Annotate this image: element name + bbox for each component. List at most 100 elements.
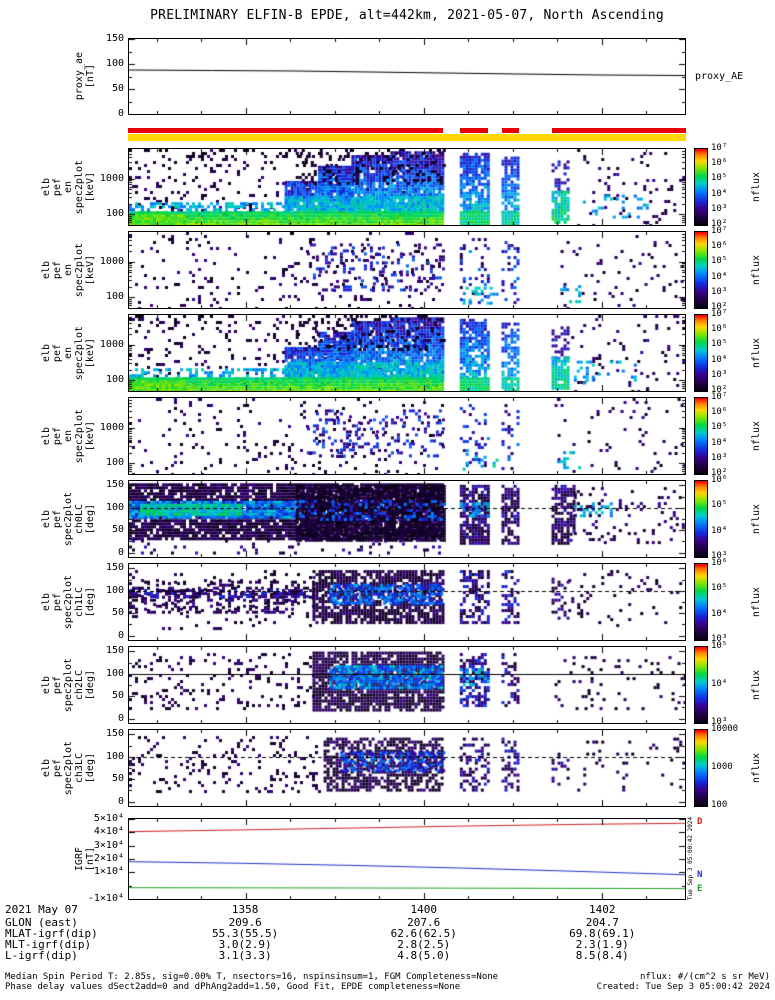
- footer-phase-delay-line: Phase delay values dSect2add=0 and dPhAn…: [5, 982, 461, 992]
- colorbar-tick-label: 10⁷: [711, 309, 728, 319]
- y-tick-label: 1000: [99, 421, 124, 433]
- colorbar-tick-label: 100: [711, 800, 728, 810]
- colorbar-elb_pef_en_spec2plot_d: [694, 397, 708, 475]
- panel-elb_pef_spec2plot_ch3LC: [128, 729, 686, 807]
- info-row-value: 209.6: [228, 916, 262, 929]
- panel-elb_pef_spec2plot_ch1LC: [128, 563, 686, 641]
- panel-elb_pef_spec2plot_ch0LC: [128, 480, 686, 558]
- colorbar-tick-label: 10³: [711, 551, 728, 561]
- colorbar-unit-label: nflux: [751, 503, 762, 535]
- colorbar-tick-label: 10000: [711, 724, 739, 734]
- colorbar-tick-label: 10³: [711, 634, 728, 644]
- info-row-label: MLAT-igrf(dip): [5, 927, 98, 940]
- colorbar-unit-label: nflux: [751, 752, 762, 784]
- y-tick-label: 1000: [99, 338, 124, 350]
- elb_pef_en_spec2plot_c-canvas: [129, 315, 685, 391]
- y-axis-label-line: spec2plot: [74, 159, 85, 215]
- colorbar-tick-label: 10⁷: [711, 392, 728, 402]
- y-axis-label-line: spec2plot: [63, 491, 74, 547]
- footer-nflux-units: nflux: #/(cm^2 s sr MeV): [639, 972, 770, 982]
- igrf-component-label-D: D: [697, 817, 703, 828]
- y-tick-label: 150: [105, 562, 124, 574]
- info-row-value: 3.0(2.9): [218, 938, 272, 951]
- colorbar-tick-label: 10⁴: [711, 608, 728, 619]
- proxy-ae-right-label: proxy_AE: [695, 70, 744, 82]
- y-axis-label-line: pef: [52, 675, 63, 695]
- y-tick-label: 1×10⁴: [93, 866, 124, 878]
- colorbar-unit-label: nflux: [751, 586, 762, 618]
- colorbar-elb_pef_spec2plot_ch1LC: [694, 563, 708, 641]
- elb_pef_en_spec2plot_b-canvas: [129, 232, 685, 308]
- time-tick-label: 1400: [410, 903, 437, 916]
- side-timestamp-vertical: Tue Sep 3 05:00:42 2024: [687, 816, 694, 900]
- colorbar-tick-label: 10⁶: [711, 475, 728, 485]
- y-tick-label: 150: [105, 645, 124, 657]
- colorbar-elb_pef_spec2plot_ch3LC: [694, 729, 708, 807]
- y-axis-label-elb_pef_spec2plot_ch0LC: elb pef spec2plot ch0LC [deg]: [36, 480, 96, 558]
- colorbar-unit-label: nflux: [751, 254, 762, 286]
- plot-title: PRELIMINARY ELFIN-B EPDE, alt=442km, 202…: [150, 8, 664, 23]
- y-axis-label-line: elb: [41, 343, 52, 363]
- y-tick-label: 50: [111, 524, 124, 536]
- colorbar-tick-label: 10³: [711, 203, 728, 214]
- colorbar-tick-label: 10⁶: [711, 241, 728, 252]
- colorbar-tick-label: 10⁶: [711, 158, 728, 169]
- info-row-label: MLT-igrf(dip): [5, 938, 92, 951]
- colorbar-tick-label: 10²: [711, 385, 728, 395]
- colorbar-gradient: [695, 232, 707, 308]
- colorbar-tick-label: 1000: [711, 762, 733, 772]
- igrf-canvas: [129, 819, 685, 899]
- y-axis-label-line: spec2plot: [63, 740, 74, 796]
- colorbar-elb_pef_en_spec2plot_b: [694, 231, 708, 309]
- elb_pef_spec2plot_ch2LC-canvas: [129, 647, 685, 723]
- colorbar-tick-label: 10²: [711, 302, 728, 312]
- y-axis-label-line: pef: [52, 343, 63, 363]
- flag-bar-red-segment: [552, 128, 686, 133]
- colorbar-tick-label: 10⁴: [711, 188, 728, 199]
- panel-elb_pef_en_spec2plot_c: [128, 314, 686, 392]
- time-tick-label: 1402: [589, 903, 616, 916]
- y-tick-label: 2×10⁴: [93, 853, 124, 864]
- y-axis-label-line: spec2plot: [74, 325, 85, 381]
- flag-bar-red-segment: [128, 128, 444, 133]
- colorbar-tick-label: 10⁵: [711, 256, 728, 267]
- info-row-value: 62.6(62.5): [390, 927, 457, 940]
- colorbar-gradient: [695, 647, 707, 723]
- y-tick-label: 50: [111, 690, 124, 702]
- info-row-label: L-igrf(dip): [5, 949, 78, 962]
- colorbar-tick-label: 10⁶: [711, 407, 728, 418]
- y-tick-label: 50: [111, 607, 124, 619]
- y-axis-label-line: spec2plot: [74, 408, 85, 464]
- colorbar-unit-label: nflux: [751, 337, 762, 369]
- colorbar-tick-label: 10⁵: [711, 422, 728, 433]
- y-axis-label-line: pef: [52, 177, 63, 197]
- flag-bar-yellow-segment: [128, 134, 686, 141]
- y-tick-label: 1000: [99, 255, 124, 267]
- y-axis-label-elb_pef_spec2plot_ch1LC: elb pef spec2plot ch1LC [deg]: [36, 563, 96, 641]
- y-tick-label: 100: [105, 584, 124, 596]
- panel-elb_pef_en_spec2plot_d: [128, 397, 686, 475]
- colorbar-elb_pef_en_spec2plot_a: [694, 148, 708, 226]
- y-axis-label-line: elb: [41, 675, 52, 695]
- info-row-value: 207.6: [407, 916, 441, 929]
- y-tick-label: 100: [105, 208, 124, 220]
- time-tick-label: 1358: [231, 903, 259, 916]
- info-row-value: 69.8(69.1): [569, 927, 636, 940]
- y-axis-label-line: elb: [41, 758, 52, 778]
- y-tick-label: 3×10⁴: [93, 839, 124, 851]
- y-tick-label: 150: [105, 33, 124, 44]
- y-axis-label-line: en: [63, 180, 74, 194]
- colorbar-gradient: [695, 481, 707, 557]
- colorbar-tick-label: 10⁴: [711, 437, 728, 448]
- colorbar-tick-label: 10⁵: [711, 641, 728, 651]
- colorbar-tick-label: 10³: [711, 369, 728, 380]
- y-axis-label-line: spec2plot: [74, 242, 85, 298]
- flag-bar-red-segment: [460, 128, 488, 133]
- colorbar-unit-label: nflux: [751, 171, 762, 203]
- colorbar-unit-label: nflux: [751, 420, 762, 452]
- y-axis-label-line: pef: [52, 260, 63, 280]
- y-tick-label: 0: [117, 546, 124, 558]
- colorbar-elb_pef_spec2plot_ch0LC: [694, 480, 708, 558]
- y-tick-label: 150: [105, 728, 124, 740]
